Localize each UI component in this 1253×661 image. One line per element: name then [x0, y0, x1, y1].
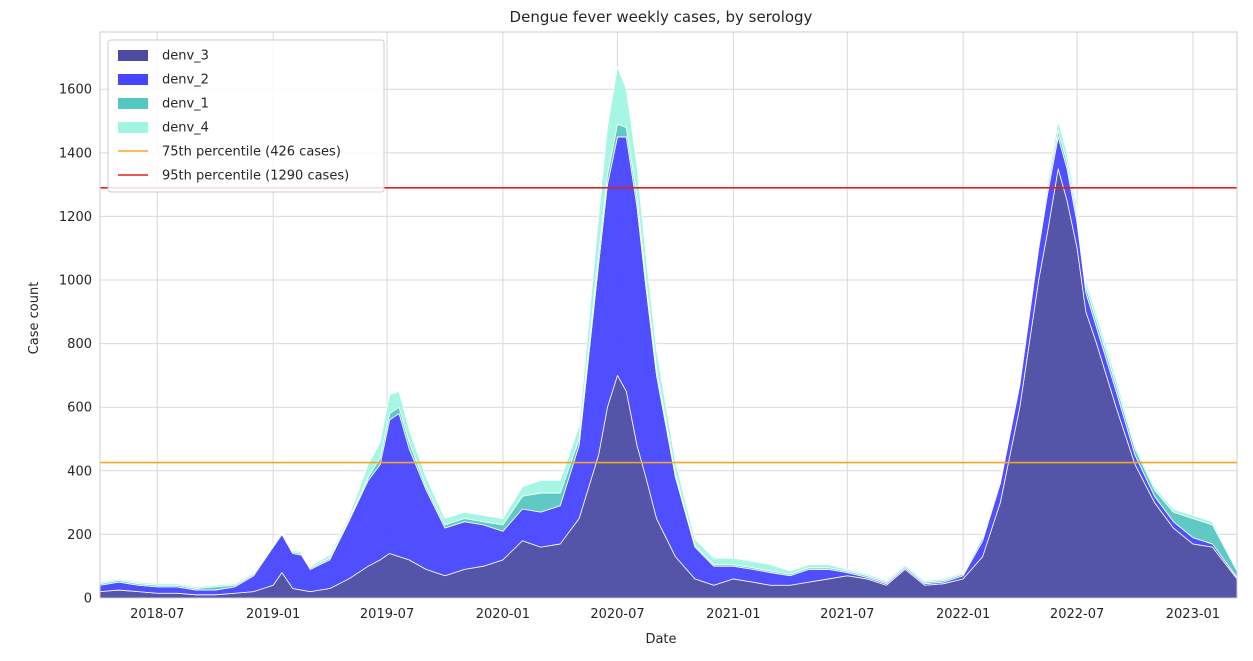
legend-label: denv_3	[162, 49, 209, 64]
legend: denv_3 denv_2 denv_1 denv_4 75th percentile …	[107, 39, 385, 193]
legend-label: denv_2	[162, 73, 209, 88]
legend-label: 95th percentile (1290 cases)	[162, 169, 349, 184]
x-tick-label: 2020-07	[590, 607, 644, 622]
y-tick-label: 1600	[59, 83, 92, 98]
x-tick-label: 2022-07	[1050, 607, 1104, 622]
y-tick-label: 1200	[59, 210, 92, 225]
y-tick-label: 400	[67, 464, 92, 479]
x-tick-label: 2023-01	[1166, 607, 1220, 622]
x-tick-label: 2021-07	[820, 607, 874, 622]
y-tick-label: 800	[67, 337, 92, 352]
legend-label: 75th percentile (426 cases)	[162, 145, 341, 160]
legend-swatch-denv-1	[118, 98, 148, 109]
x-tick-label: 2021-01	[706, 607, 760, 622]
y-tick-label: 0	[84, 592, 92, 607]
y-tick-label: 200	[67, 528, 92, 543]
legend-swatch-denv-2	[118, 74, 148, 85]
y-tick-label: 1000	[59, 274, 92, 289]
legend-box	[107, 39, 385, 193]
y-tick-label: 600	[67, 401, 92, 416]
chart-title: Dengue fever weekly cases, by serology	[510, 8, 813, 26]
y-axis-label: Case count	[27, 282, 42, 355]
legend-swatch-denv-3	[118, 50, 148, 61]
legend-swatch-denv-4	[118, 122, 148, 133]
legend-label: denv_4	[162, 121, 209, 136]
x-axis-label: Date	[645, 632, 676, 647]
tick-layer: 0 200 400 600 800 1000 1200 1400 1600 2018-07 2019…	[59, 83, 1220, 622]
x-tick-label: 2022-01	[936, 607, 990, 622]
plot-frame	[99, 31, 1238, 599]
x-tick-label: 2018-07	[130, 607, 184, 622]
x-tick-label: 2019-07	[360, 607, 414, 622]
legend-label: denv_1	[162, 97, 209, 112]
x-tick-label: 2020-01	[476, 607, 530, 622]
y-tick-label: 1400	[59, 146, 92, 161]
x-tick-label: 2019-01	[246, 607, 300, 622]
